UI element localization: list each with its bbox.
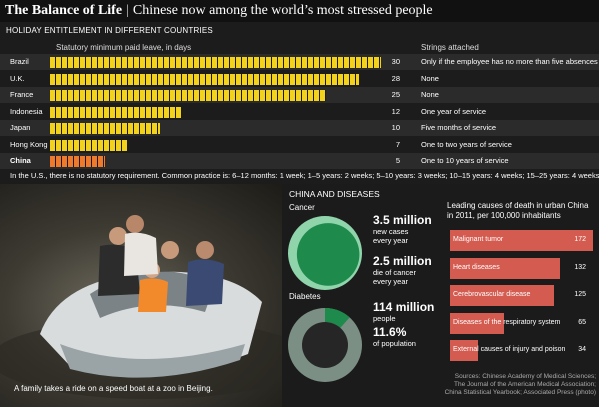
country-label: China: [10, 156, 31, 165]
strings-attached-text: One to two years of service: [421, 139, 512, 149]
strings-attached-text: Five months of service: [421, 123, 497, 132]
sources-note: Sources: Chinese Academy of Medical Scie…: [420, 373, 596, 397]
cancer-die-desc-1: die of cancer: [373, 268, 416, 277]
holiday-row: Hong Kong 7 One to two years of service: [0, 137, 599, 153]
diabetes-people-value: 114 million: [373, 300, 435, 314]
ring-center: [302, 322, 348, 368]
country-label: U.K.: [10, 73, 25, 83]
causes-title-line-1: Leading causes of death in urban China: [447, 201, 589, 210]
row-band: [0, 153, 599, 169]
diabetes-ring-chart: [288, 308, 362, 382]
cancer-new-desc-2: every year: [373, 236, 409, 245]
holiday-section: HOLIDAY ENTITLEMENT IN DIFFERENT COUNTRI…: [0, 22, 599, 184]
cause-label: Heart diseases: [453, 263, 500, 271]
diabetes-pct-desc: of population: [373, 339, 416, 348]
strings-attached-text: None: [421, 73, 439, 83]
cause-label: Cerebrovascular disease: [453, 291, 531, 298]
strings-column-header: Strings attached: [421, 43, 479, 52]
cause-bar: [450, 340, 478, 361]
holiday-row: France 25 None: [0, 87, 599, 103]
leave-days-value: 5: [395, 156, 400, 165]
source-line-3: China Statistical Yearbook; Associated P…: [444, 389, 596, 396]
cancer-deaths-slice: [296, 223, 360, 286]
cause-value: 65: [578, 318, 586, 326]
leave-days-value: 10: [391, 123, 400, 132]
holiday-row: Brazil 30 Only if the employee has no more…: [0, 54, 599, 70]
disease-section-title: CHINA AND DISEASES: [289, 189, 380, 199]
cause-value: 34: [578, 346, 586, 353]
bar-column-header: Statutory minimum paid leave, in days: [56, 43, 192, 52]
leave-days-value: 25: [391, 90, 400, 99]
leave-bar: [50, 106, 182, 118]
causes-title-line-2: in 2011, per 100,000 inhabitants: [447, 211, 561, 220]
cause-label: Malignant tumor: [453, 236, 504, 243]
leave-bar: [50, 139, 127, 151]
leave-bar: [50, 73, 359, 85]
page-title: The Balance of Life: [5, 3, 123, 18]
leave-bar: [50, 90, 326, 101]
source-line-2: The Journal of the American Medical Asso…: [454, 381, 596, 388]
diabetes-share-slice: [325, 308, 350, 328]
holiday-row: Indonesia 12 One year of service: [0, 104, 599, 120]
cause-value: 125: [574, 291, 586, 298]
country-label: Hong Kong: [10, 139, 48, 149]
title-separator: |: [126, 3, 129, 18]
source-line-1: Sources: Chinese Academy of Medical Scie…: [454, 373, 596, 380]
holiday-row: Japan 10 Five months of service: [0, 120, 599, 136]
leave-bar: [50, 156, 105, 167]
holiday-row: China 5 One to 10 years of service: [0, 153, 599, 169]
causes-chart-title: Leading causes of death in urban China i…: [447, 201, 597, 221]
family-boat-photo: A family takes a ride on a speed boat at…: [0, 184, 290, 407]
cause-bar: [450, 312, 504, 334]
country-label: Brazil: [10, 57, 29, 66]
leave-days-value: 7: [395, 139, 400, 149]
cause-label: Diseases of the respiratory system: [453, 318, 561, 326]
cause-bar: [450, 285, 554, 306]
country-label: Japan: [10, 123, 31, 132]
cancer-die-value: 2.5 million: [373, 254, 432, 268]
header-bar: The Balance of Life | Chinese now among …: [0, 0, 599, 22]
holiday-row: U.K. 28 None: [0, 71, 599, 87]
cancer-label: Cancer: [289, 203, 315, 212]
cause-value: 132: [574, 263, 586, 271]
strings-attached-text: Only if the employee has no more than fi…: [421, 57, 598, 66]
country-label: France: [10, 90, 34, 99]
diabetes-label: Diabetes: [289, 292, 321, 301]
holiday-footnote: In the U.S., there is no statutory requi…: [10, 171, 599, 180]
leave-bar: [50, 57, 381, 68]
strings-attached-text: One to 10 years of service: [421, 156, 509, 165]
cancer-pie-chart: [288, 216, 362, 290]
leave-days-value: 28: [391, 73, 400, 83]
cause-bar: [450, 230, 593, 251]
cancer-new-desc-1: new cases: [373, 227, 409, 236]
strings-attached-text: None: [421, 90, 439, 99]
holiday-section-title: HOLIDAY ENTITLEMENT IN DIFFERENT COUNTRI…: [6, 26, 213, 35]
leave-days-value: 30: [391, 57, 400, 66]
leave-bar: [50, 123, 160, 134]
cause-value: 172: [574, 236, 586, 243]
strings-attached-text: One year of service: [421, 106, 487, 116]
page-subtitle: Chinese now among the world’s most stres…: [132, 3, 433, 18]
photo-caption: A family takes a ride on a speed boat at…: [14, 384, 213, 393]
cancer-die-desc-2: every year: [373, 277, 409, 286]
cause-label: External causes of injury and poison: [453, 346, 566, 353]
cause-bar: [450, 257, 560, 279]
boat-illustration: [0, 215, 290, 399]
leave-days-value: 12: [391, 106, 400, 116]
country-label: Indonesia: [10, 106, 43, 116]
cancer-new-value: 3.5 million: [373, 213, 432, 227]
diabetes-people-desc: people: [373, 314, 396, 323]
diabetes-pct-value: 11.6%: [373, 325, 407, 339]
